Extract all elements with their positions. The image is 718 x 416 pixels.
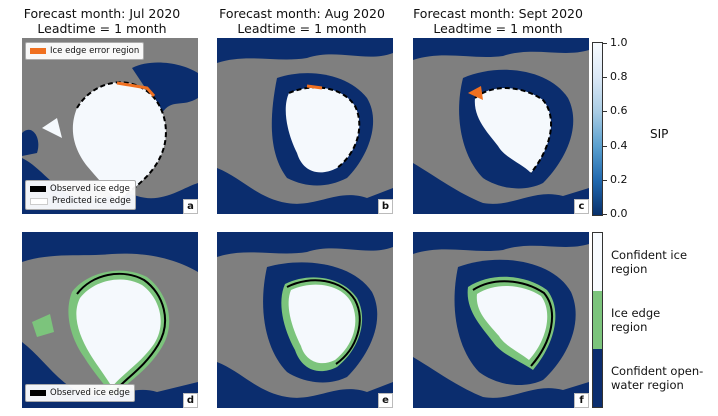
category-label-ice: Confident ice region: [611, 248, 687, 276]
legend-observed-label: Observed ice edge: [50, 184, 130, 194]
error-swatch: [30, 48, 46, 54]
observed-swatch: [30, 390, 46, 396]
tick-label: 0.8: [610, 70, 628, 83]
header-month: Forecast month: Sept 2020: [413, 6, 583, 21]
map-panel-b: b: [217, 38, 393, 214]
panel-label: e: [378, 393, 393, 408]
legend-error-label: Ice edge error region: [50, 46, 140, 56]
header-leadtime: Leadtime = 1 month: [37, 21, 167, 36]
panel-label: a: [183, 199, 198, 214]
sip-colorbar: [592, 42, 603, 216]
open-water-swatch: [593, 349, 602, 407]
legend-edges: Observed ice edge Predicted ice edge: [25, 180, 136, 210]
legend-predicted-label: Predicted ice edge: [52, 196, 131, 206]
tick-mark: [603, 111, 607, 112]
confident-ice-swatch: [593, 233, 602, 291]
category-line: Confident ice: [611, 248, 688, 262]
header-aug: Forecast month: Aug 2020 Leadtime = 1 mo…: [202, 6, 402, 36]
header-month: Forecast month: Jul 2020: [23, 6, 181, 21]
legend-observed-bottom: Observed ice edge: [25, 384, 135, 402]
header-jul: Forecast month: Jul 2020 Leadtime = 1 mo…: [2, 6, 202, 36]
tick-mark: [603, 180, 607, 181]
header-month: Forecast month: Aug 2020: [219, 6, 385, 21]
category-line: region: [611, 262, 648, 276]
tick-mark: [603, 146, 607, 147]
tick-mark: [603, 214, 607, 215]
tick-label: 1.0: [610, 36, 628, 49]
category-line: water region: [611, 378, 684, 392]
header-sept: Forecast month: Sept 2020 Leadtime = 1 m…: [398, 6, 598, 36]
panel-label: c: [574, 199, 589, 214]
colorbar-title: SIP: [650, 127, 669, 141]
category-colorbar: [592, 232, 603, 408]
category-line: region: [611, 320, 648, 334]
header-leadtime: Leadtime = 1 month: [237, 21, 367, 36]
header-leadtime: Leadtime = 1 month: [433, 21, 563, 36]
observed-swatch: [30, 186, 46, 192]
map-panel-d: Observed ice edge d: [22, 232, 198, 408]
tick-mark: [603, 43, 607, 44]
tick-label: 0.4: [610, 139, 628, 152]
category-label-water: Confident open- water region: [611, 364, 703, 392]
tick-label: 0.6: [610, 104, 628, 117]
tick-label: 0.2: [610, 173, 628, 186]
tick-mark: [603, 77, 607, 78]
legend-observed-label: Observed ice edge: [50, 388, 130, 398]
map-panel-c: c: [413, 38, 589, 214]
panel-label: b: [378, 199, 393, 214]
map-panel-a: Ice edge error region Observed ice edge …: [22, 38, 198, 214]
map-panel-e: e: [217, 232, 393, 408]
category-label-edge: Ice edge region: [611, 306, 660, 334]
map-panel-f: f: [413, 232, 589, 408]
category-line: Confident open-: [611, 364, 704, 378]
legend-error: Ice edge error region: [25, 42, 145, 60]
predicted-swatch: [30, 197, 48, 205]
ice-edge-swatch: [593, 291, 602, 349]
tick-label: 0.0: [610, 207, 628, 220]
panel-label: f: [574, 393, 589, 408]
category-line: Ice edge: [611, 306, 661, 320]
panel-label: d: [183, 393, 198, 408]
